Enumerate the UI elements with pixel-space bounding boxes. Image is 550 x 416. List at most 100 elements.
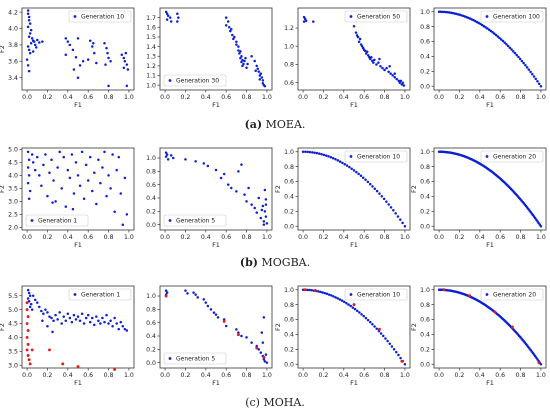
data-point — [115, 168, 118, 172]
data-point — [437, 10, 441, 13]
caption-moea: (a) MOEA. — [0, 118, 550, 131]
highlight-point — [442, 288, 446, 292]
x-tick-label: 0.4 — [201, 234, 211, 241]
data-point — [301, 150, 305, 153]
data-point — [389, 72, 392, 75]
y-tick-label: 0.2 — [284, 347, 294, 354]
data-point — [27, 174, 31, 177]
data-point — [229, 29, 232, 33]
legend-label: Generation 50 — [357, 14, 400, 21]
data-point — [338, 160, 342, 163]
data-point — [123, 60, 127, 63]
data-point — [60, 187, 63, 190]
data-point — [539, 225, 543, 228]
data-point — [52, 319, 55, 322]
data-point — [372, 61, 375, 64]
y-tick-label: 4.0 — [8, 26, 18, 33]
data-point — [378, 57, 381, 61]
legend-label: Generation 20 — [493, 292, 536, 299]
data-point — [122, 66, 126, 70]
data-point — [224, 324, 228, 328]
data-point — [48, 171, 51, 174]
data-point — [123, 327, 127, 331]
highlight-point — [61, 362, 65, 366]
y-tick-label: 0.8 — [420, 164, 430, 171]
y-tick-label: 0.6 — [420, 317, 430, 324]
x-tick-label: 0.4 — [339, 234, 349, 241]
x-tick-label: 0.4 — [475, 234, 485, 241]
data-point — [368, 182, 372, 186]
data-point — [382, 197, 386, 201]
data-point — [125, 329, 129, 332]
x-tick-label: 0.2 — [43, 234, 53, 241]
data-point — [184, 158, 187, 161]
data-point — [304, 150, 307, 154]
data-point — [95, 61, 98, 65]
caption-label: (a) — [244, 118, 263, 131]
x-axis-label: F1 — [74, 379, 82, 387]
x-tick-label: 1.0 — [124, 94, 134, 101]
data-point — [78, 319, 82, 322]
data-point — [345, 164, 349, 167]
data-point — [33, 168, 37, 172]
data-point — [71, 48, 75, 52]
data-point — [398, 81, 402, 84]
data-point — [41, 40, 44, 43]
data-point — [41, 319, 44, 322]
data-point — [262, 358, 266, 361]
legend: Generation 30 — [163, 74, 227, 87]
data-point — [111, 325, 114, 328]
data-point — [539, 363, 543, 366]
data-point — [81, 60, 85, 63]
data-point — [385, 66, 388, 70]
data-point — [68, 43, 72, 47]
y-tick-label: 0.0 — [420, 361, 430, 368]
data-point — [245, 200, 248, 203]
highlight-point — [25, 301, 29, 305]
data-point — [36, 301, 39, 304]
data-point — [237, 331, 240, 334]
data-point — [109, 319, 112, 322]
legend-marker — [168, 357, 172, 360]
data-point — [165, 18, 169, 21]
data-point — [371, 59, 374, 63]
y-axis-label: F2 — [0, 185, 6, 193]
y-tick-label: 4.5 — [8, 160, 18, 167]
data-point — [91, 45, 94, 48]
data-point — [62, 315, 65, 318]
y-tick-label: 3.8 — [8, 42, 18, 49]
x-axis-label: F1 — [212, 379, 220, 387]
data-point — [321, 291, 324, 294]
data-point — [241, 64, 244, 68]
data-point — [386, 339, 389, 343]
data-point — [259, 72, 263, 75]
legend-box — [480, 10, 544, 23]
data-point — [204, 301, 208, 304]
y-tick-label: 1.0 — [284, 43, 294, 50]
data-point — [371, 323, 374, 326]
data-point — [403, 363, 407, 366]
data-point — [304, 19, 308, 23]
y-tick-label: 1.0 — [284, 287, 294, 294]
x-axis-label: F1 — [350, 241, 358, 249]
highlight-point — [262, 355, 266, 359]
x-tick-label: 0.6 — [495, 94, 505, 101]
y-tick-label: 0.4 — [284, 194, 294, 201]
legend-label: Generation 30 — [176, 78, 219, 85]
x-axis-label: F1 — [486, 241, 494, 249]
y-tick-label: 1.6 — [146, 24, 156, 31]
legend-marker — [168, 219, 172, 222]
data-point — [72, 192, 76, 195]
data-point — [399, 356, 402, 360]
data-point — [231, 33, 234, 37]
data-point — [352, 24, 356, 28]
x-tick-label: 1.0 — [262, 234, 272, 241]
data-point — [331, 156, 335, 160]
data-point — [362, 176, 365, 180]
data-point — [86, 313, 90, 317]
data-point — [360, 313, 363, 316]
data-point — [107, 56, 110, 60]
data-point — [51, 330, 54, 334]
subplot-6: 0.0 0.2 0.4 0.6 0.8 1.0 0.0 0.2 0.4 0.6 0.8 1.0 F1 Ge… — [146, 147, 273, 249]
x-tick-label: 0.8 — [516, 94, 526, 101]
